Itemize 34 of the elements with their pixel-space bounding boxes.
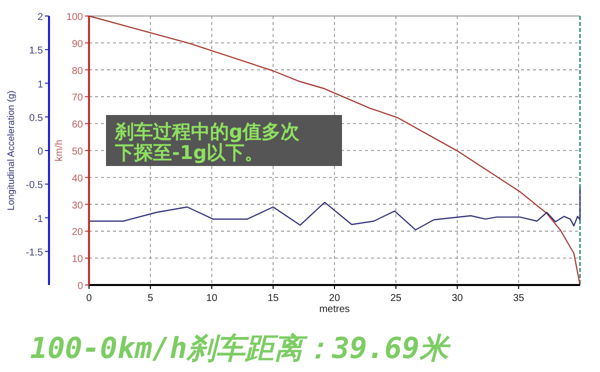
y-tick-label: 80 [72,66,84,77]
x-tick-label: 0 [86,293,92,304]
y-tick-label: 0 [77,281,84,292]
x-axis-title: metres [319,304,350,315]
y-tick-label: 30 [72,200,84,212]
x-tick-label: 5 [148,293,154,304]
y-tick-label: 40 [72,173,84,184]
y-tick-label: 60 [72,120,84,131]
y-tick-label: 50 [72,146,84,158]
y2-tick-label: 0.5 [29,112,44,124]
y2-axis-title: Longitudinal Acceleration (g) [6,90,17,210]
y-tick-label: 100 [66,12,84,23]
x-tick-label: 15 [268,293,280,304]
text: 100-0km/h刹车距离：39.69米 [30,331,452,365]
line-series [88,15,581,286]
y2-tick-label: -1 [34,214,44,225]
y2-tick-label: -0.5 [26,180,44,192]
x-tick-label: 30 [452,293,464,304]
line-series [88,186,581,230]
y-tick-label: 70 [72,92,84,104]
y2-tick-label: 1 [37,79,44,90]
y-tick-label: 20 [72,227,84,238]
y-axis-title: km/h [54,140,65,162]
annotation: 刹车过程中的g值多次下探至-1g以下。 [114,121,301,164]
y2-tick-label: 2 [37,12,44,23]
x-tick-label: 35 [513,293,525,304]
y2-tick-label: 0 [37,146,44,158]
y-tick-label: 90 [72,38,84,50]
x-tick-label: 20 [328,293,340,304]
y2-tick-label: 1.5 [29,46,44,57]
y-tick-label: 10 [72,254,84,266]
y2-tick-label: -1.5 [26,247,44,258]
x-tick-label: 25 [390,293,402,304]
x-tick-label: 10 [206,293,218,304]
